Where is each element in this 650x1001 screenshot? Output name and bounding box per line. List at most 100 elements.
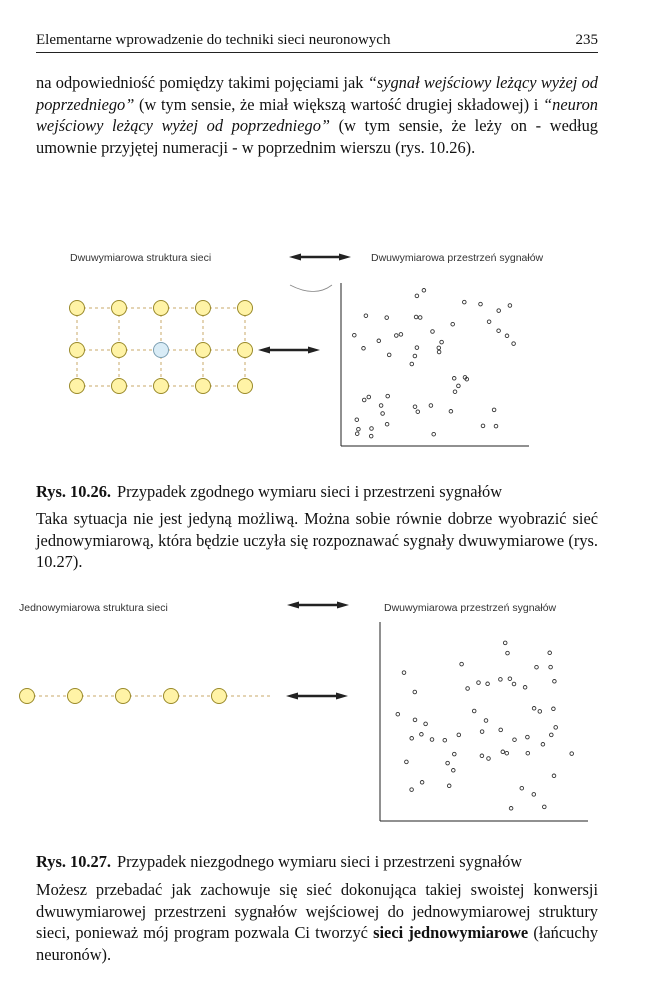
- signal-point: [419, 780, 425, 785]
- signal-point: [485, 681, 490, 687]
- signal-point: [505, 650, 510, 656]
- signal-point: [476, 680, 481, 685]
- signal-point: [525, 734, 530, 740]
- neuron: [211, 688, 227, 704]
- signal-point: [462, 299, 467, 305]
- signal-point: [456, 383, 461, 389]
- signal-point: [452, 389, 458, 394]
- signal-point: [496, 308, 501, 313]
- signal-point: [354, 417, 360, 422]
- signal-point: [414, 345, 420, 350]
- axes-2: [379, 622, 588, 822]
- signal-point: [540, 742, 546, 747]
- signal-point: [442, 737, 448, 743]
- signal-point: [368, 433, 374, 439]
- signal-point: [417, 315, 423, 320]
- neuron-grid: [69, 300, 253, 394]
- signal-point: [361, 346, 366, 351]
- neuron: [67, 688, 83, 704]
- signal-point: [378, 403, 384, 408]
- double-arrow-middle: [258, 346, 320, 354]
- signal-point: [452, 751, 457, 757]
- signal-point: [385, 393, 390, 399]
- caption-10-26: Rys. 10.26. Przypadek zgodnego wymiaru si…: [36, 482, 616, 502]
- neuron: [195, 378, 211, 394]
- signal-point: [471, 708, 477, 714]
- neuron: [111, 300, 127, 316]
- signal-point: [504, 750, 510, 756]
- paragraph-1-text-b: (w tym sensie, że miał większą wartość d…: [134, 94, 544, 114]
- signal-point: [384, 315, 389, 320]
- signal-point: [428, 403, 434, 408]
- paragraph-1-text-c: (w tym sensie, że leży on - według umown…: [36, 116, 598, 158]
- quote-signal: “sygnał wejściowy leżący wyżej od poprze…: [36, 73, 598, 114]
- signal-point: [436, 345, 442, 351]
- signal-point: [525, 750, 531, 756]
- signal-point: [519, 785, 525, 791]
- signal-point: [531, 706, 537, 711]
- signal-point: [431, 431, 436, 437]
- paragraph-3-text-a: Możesz przebadać jak zachowuje się sieć …: [36, 880, 598, 943]
- signal-point: [415, 409, 421, 414]
- signal-point: [409, 736, 414, 741]
- signal-point: [380, 411, 385, 416]
- signal-point: [445, 760, 450, 766]
- signal-point: [498, 727, 503, 733]
- signal-point: [421, 288, 427, 293]
- figure-1-left-label: Dwuwymiarowa struktura sieci: [70, 252, 211, 264]
- signal-point: [552, 679, 557, 684]
- figure-2-left-label: Jednowymiarowa struktura sieci: [19, 602, 168, 614]
- neuron: [163, 688, 179, 704]
- double-arrow-top-2: [287, 601, 349, 609]
- signal-point: [361, 397, 367, 403]
- signal-point: [436, 349, 442, 355]
- signal-point: [511, 341, 516, 346]
- paragraph-1: na odpowiedniość pomiędzy takimi pojęcia…: [36, 72, 598, 159]
- signal-point: [496, 328, 501, 333]
- signal-point: [456, 732, 462, 738]
- paragraph-3: Możesz przebadać jak zachowuje się sieć …: [36, 879, 598, 966]
- signal-point: [356, 426, 361, 432]
- signal-point: [413, 314, 419, 320]
- neuron: [237, 342, 253, 358]
- signal-point: [439, 339, 444, 345]
- signal-point: [384, 421, 390, 427]
- caption-2-label: Rys. 10.27.: [36, 852, 112, 871]
- axes-1: [340, 283, 529, 447]
- signal-point: [451, 376, 457, 381]
- paragraph-3-text-b: (łańcuchy neuronów).: [36, 923, 599, 965]
- signal-point: [423, 721, 428, 727]
- paragraph-1-text-a: na odpowiedniość pomiędzy takimi pojęcia…: [36, 73, 368, 92]
- signal-point: [479, 729, 485, 734]
- signal-point: [553, 725, 558, 730]
- signal-point: [551, 706, 556, 712]
- quote-neuron: “neuron wejściowy leżący wyżej od poprze…: [36, 94, 598, 136]
- signal-point: [569, 751, 574, 756]
- neuron: [111, 342, 127, 358]
- signal-point: [354, 431, 360, 436]
- signal-point: [414, 293, 420, 299]
- neuron: [237, 300, 253, 316]
- signal-point: [448, 409, 454, 414]
- signal-point: [537, 709, 543, 714]
- signal-point: [394, 333, 399, 338]
- signal-point: [507, 303, 513, 308]
- signal-point: [462, 375, 468, 380]
- figure-1-right-label: Dwuwymiarowa przestrzeń sygnałów: [371, 252, 544, 264]
- signal-point: [548, 664, 553, 670]
- signal-point: [409, 787, 414, 792]
- paragraph-3-bold: sieci jednowymiarowe: [373, 923, 529, 943]
- signal-point: [522, 685, 528, 690]
- paragraph-2: Taka sytuacja nie jest jedyną możliwą. M…: [36, 509, 598, 572]
- running-head: Elementarne wprowadzenie do techniki sie…: [36, 30, 598, 53]
- signal-point: [542, 804, 547, 810]
- signal-point: [409, 361, 415, 367]
- neuron: [69, 378, 85, 394]
- signal-point: [446, 783, 452, 789]
- running-title: Elementarne wprowadzenie do techniki sie…: [36, 32, 391, 48]
- signal-point: [395, 711, 401, 717]
- signal-point: [491, 407, 497, 413]
- signal-point: [430, 329, 435, 334]
- figure-10-27: Jednowymiarowa struktura sieci Dwuwymiar…: [19, 601, 588, 822]
- signal-point: [486, 319, 492, 324]
